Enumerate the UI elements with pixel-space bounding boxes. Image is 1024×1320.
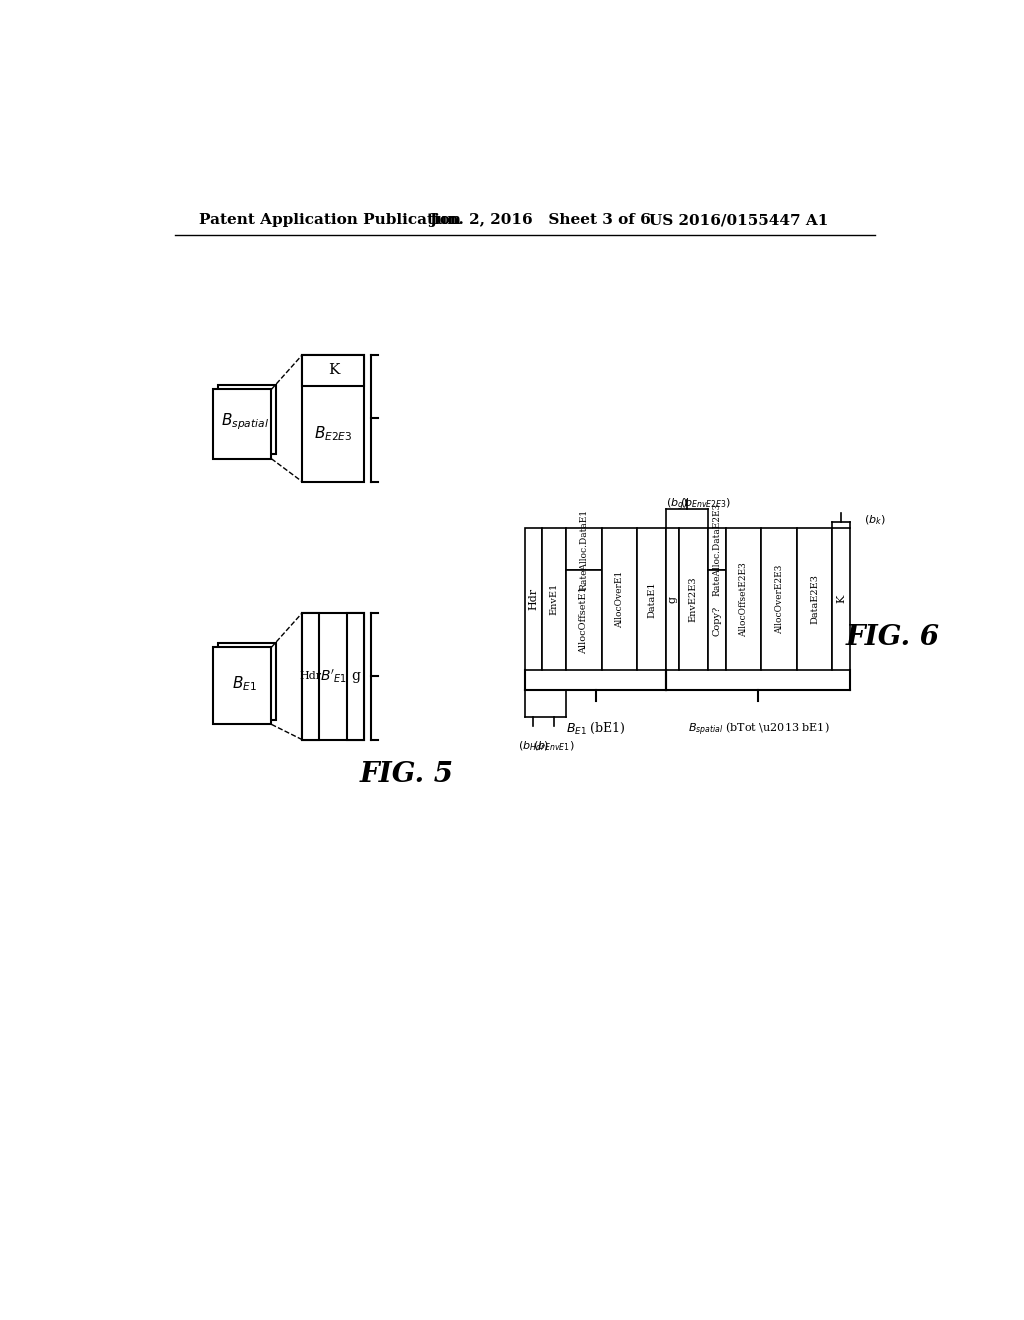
Text: AllocOffsetE2E3: AllocOffsetE2E3 bbox=[739, 562, 748, 636]
Text: $B'_{E1}$: $B'_{E1}$ bbox=[319, 668, 347, 685]
Text: Hdr: Hdr bbox=[300, 672, 322, 681]
Bar bbox=[302, 355, 365, 482]
Text: $(b_k)$: $(b_k)$ bbox=[864, 513, 886, 527]
Text: $B_{E2E3}$: $B_{E2E3}$ bbox=[314, 424, 352, 444]
Text: Jun. 2, 2016   Sheet 3 of 6: Jun. 2, 2016 Sheet 3 of 6 bbox=[429, 213, 650, 227]
Text: $B_{spatial}$ (bTot \u2013 bE1): $B_{spatial}$ (bTot \u2013 bE1) bbox=[687, 721, 829, 738]
Bar bbox=[602, 528, 638, 671]
Text: $(b_{EnvE1})$: $(b_{EnvE1})$ bbox=[534, 739, 574, 754]
Bar bbox=[726, 528, 761, 671]
Bar bbox=[566, 528, 602, 570]
Text: Copy?: Copy? bbox=[713, 606, 721, 635]
Text: Patent Application Publication: Patent Application Publication bbox=[200, 213, 461, 227]
Text: AllocOverE1: AllocOverE1 bbox=[615, 570, 625, 628]
Text: K: K bbox=[837, 595, 847, 603]
Text: FIG. 5: FIG. 5 bbox=[360, 760, 454, 788]
Bar bbox=[302, 612, 319, 739]
Text: $B_{spatial}$: $B_{spatial}$ bbox=[220, 412, 268, 432]
Text: US 2016/0155447 A1: US 2016/0155447 A1 bbox=[649, 213, 828, 227]
Text: $(b_{Hdr})$: $(b_{Hdr})$ bbox=[518, 739, 549, 754]
Text: g: g bbox=[668, 595, 678, 603]
Bar bbox=[302, 612, 365, 739]
Bar bbox=[218, 385, 276, 454]
Text: EnvE2E3: EnvE2E3 bbox=[689, 577, 697, 622]
Bar bbox=[708, 528, 726, 570]
Text: EnvE1: EnvE1 bbox=[550, 583, 558, 615]
Bar bbox=[542, 528, 566, 671]
Text: RateAlloc.DataE2E3: RateAlloc.DataE2E3 bbox=[713, 503, 721, 595]
Text: DataE1: DataE1 bbox=[647, 581, 656, 618]
Bar bbox=[708, 570, 726, 671]
Text: K: K bbox=[328, 363, 339, 378]
Bar bbox=[797, 528, 833, 671]
Bar bbox=[667, 528, 679, 671]
Text: Hdr: Hdr bbox=[528, 589, 539, 610]
Bar bbox=[213, 647, 271, 725]
Bar bbox=[833, 528, 850, 671]
Bar bbox=[638, 528, 667, 671]
Bar bbox=[679, 528, 708, 671]
Text: g: g bbox=[351, 669, 360, 684]
Text: $B_{E1}$ (bE1): $B_{E1}$ (bE1) bbox=[565, 721, 626, 735]
Text: RateAlloc.DataE1: RateAlloc.DataE1 bbox=[580, 508, 589, 590]
Text: AllocOffsetE1: AllocOffsetE1 bbox=[580, 586, 589, 655]
Text: $(b_{EnvE2E3})$: $(b_{EnvE2E3})$ bbox=[680, 496, 732, 510]
Bar bbox=[524, 528, 542, 671]
Text: $B_{E1}$: $B_{E1}$ bbox=[232, 675, 257, 693]
Text: DataE2E3: DataE2E3 bbox=[810, 574, 819, 624]
Text: FIG. 6: FIG. 6 bbox=[846, 624, 940, 651]
Bar bbox=[761, 528, 797, 671]
Text: $(b_g)$: $(b_g)$ bbox=[667, 496, 688, 513]
Text: AllocOverE2E3: AllocOverE2E3 bbox=[774, 565, 783, 634]
Bar bbox=[302, 355, 365, 385]
Bar bbox=[347, 612, 365, 739]
Bar bbox=[213, 389, 271, 459]
Bar bbox=[218, 643, 276, 719]
Bar bbox=[566, 570, 602, 671]
